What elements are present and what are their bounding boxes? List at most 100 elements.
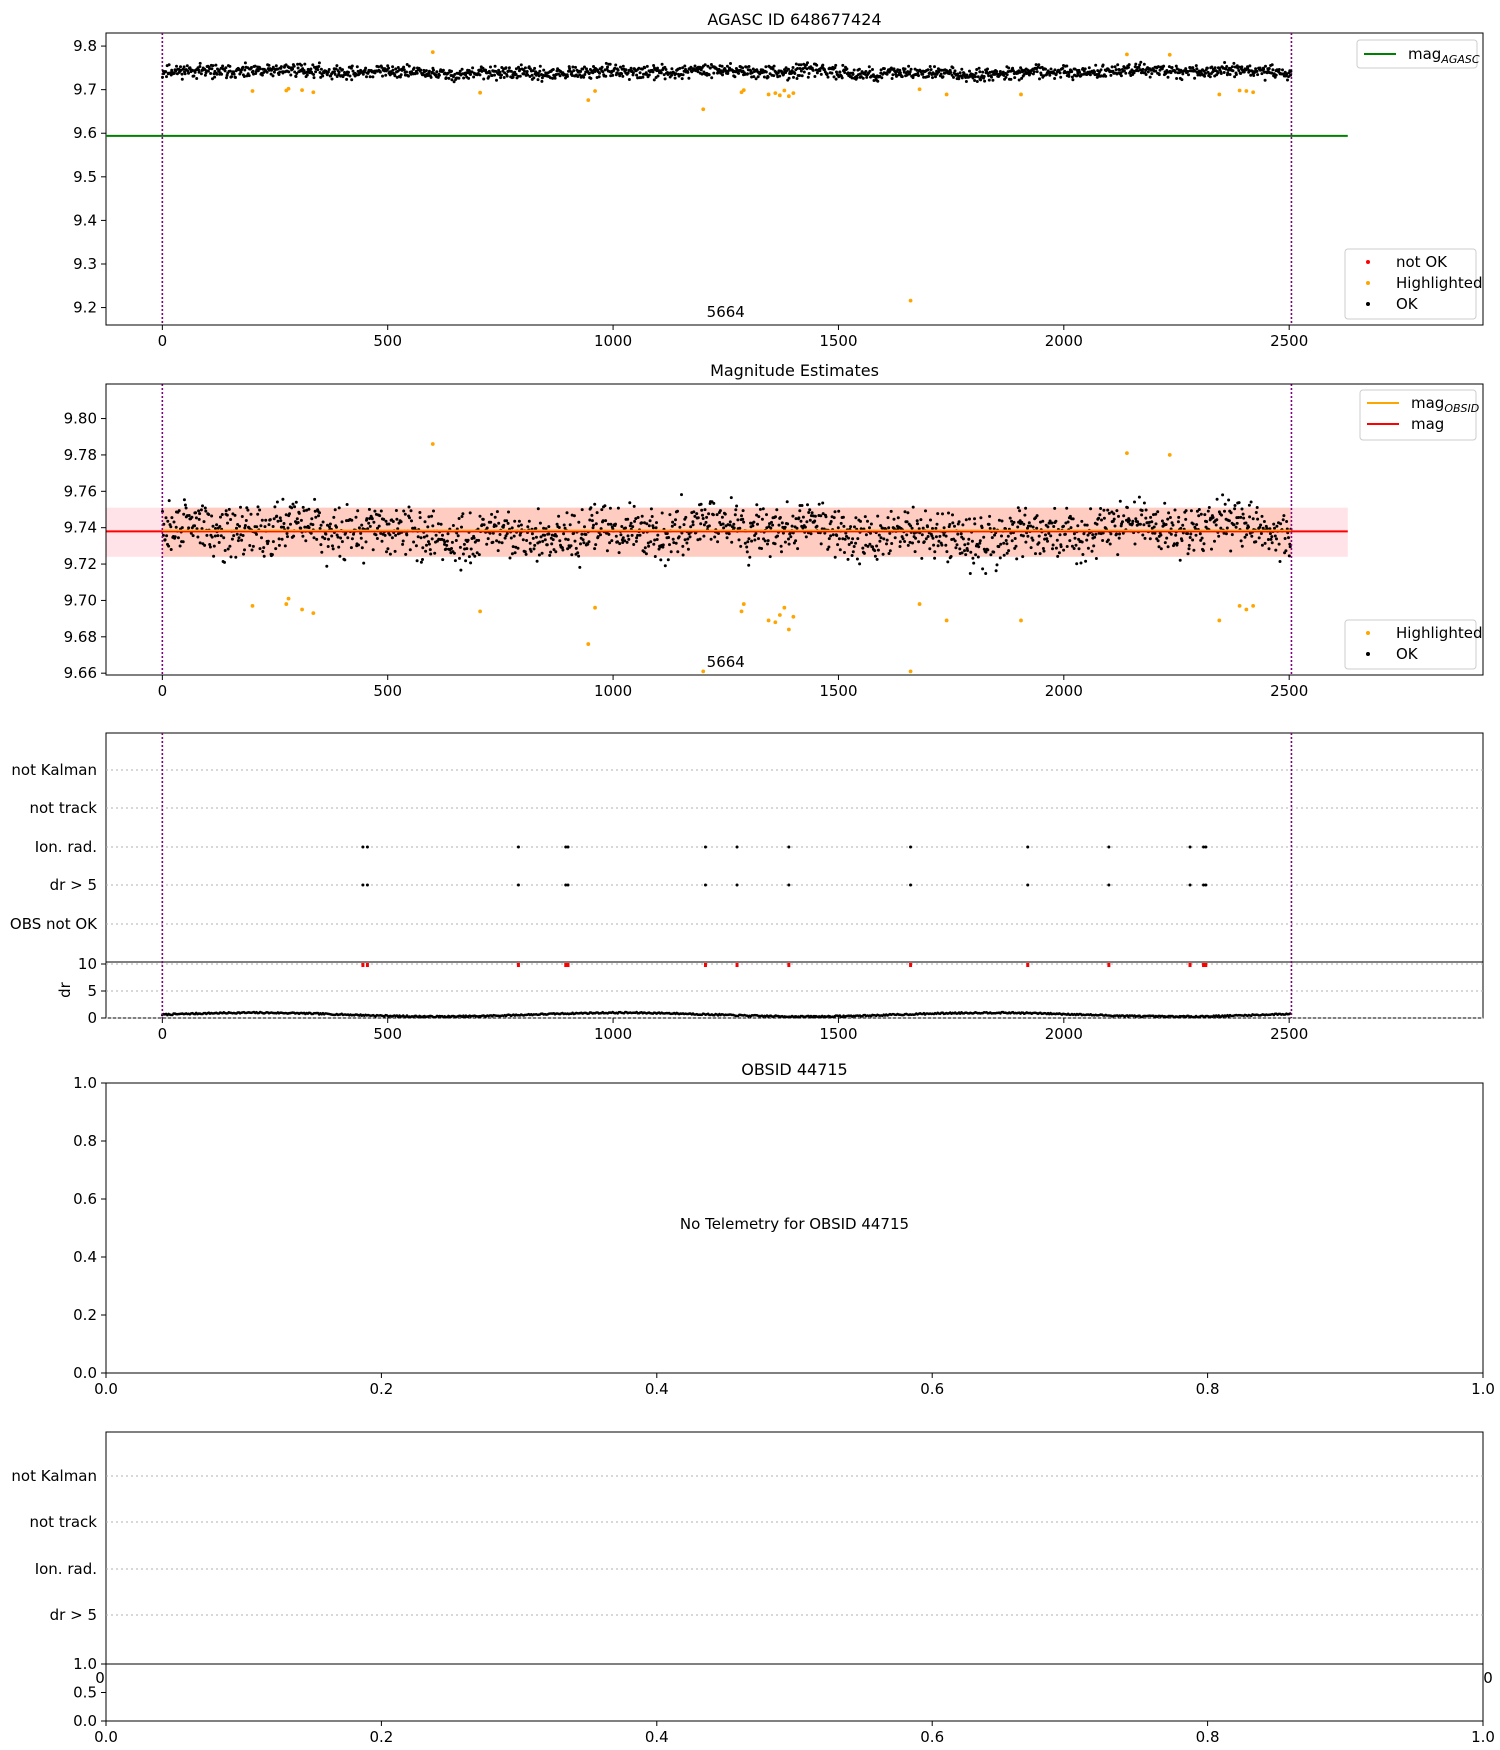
ok-point — [1113, 524, 1117, 528]
ok-point — [1181, 523, 1185, 527]
ok-point — [414, 544, 418, 548]
ok-point — [611, 73, 615, 77]
ok-point — [1037, 63, 1041, 67]
ok-point — [1264, 64, 1267, 68]
ok-point — [235, 532, 239, 536]
ok-point — [838, 548, 842, 552]
flag-category-label: not track — [29, 1513, 97, 1531]
ok-point — [210, 67, 214, 71]
ok-point — [766, 542, 769, 546]
ok-point — [502, 523, 506, 527]
ok-point — [966, 542, 970, 546]
ok-point — [1261, 526, 1265, 530]
ok-point — [734, 508, 738, 512]
ok-point — [1288, 542, 1292, 546]
ok-point — [598, 71, 601, 75]
ok-point — [1162, 64, 1166, 68]
ok-point — [527, 519, 531, 523]
ok-point — [843, 551, 846, 554]
ok-point — [485, 526, 489, 530]
ok-point — [1255, 506, 1259, 509]
ok-point — [852, 545, 856, 548]
ok-point — [836, 543, 840, 547]
ok-point — [1234, 525, 1238, 529]
ok-point — [836, 526, 840, 530]
ok-point — [855, 557, 859, 561]
ok-point — [931, 76, 934, 80]
ok-point — [1076, 524, 1080, 528]
ok-point — [832, 75, 836, 79]
ok-point — [572, 514, 576, 518]
ok-point — [613, 66, 617, 70]
y-tick-label: 9.6 — [73, 124, 97, 142]
ok-point — [391, 65, 395, 69]
ok-point — [1259, 523, 1263, 527]
ok-point — [869, 531, 872, 535]
ok-point — [708, 66, 712, 70]
ok-point — [525, 70, 529, 73]
ok-point — [1125, 506, 1129, 510]
ok-point — [652, 78, 656, 82]
ok-point — [651, 526, 655, 530]
ok-point — [279, 525, 283, 529]
highlighted-point — [300, 88, 304, 92]
ok-point — [665, 532, 669, 535]
ok-point — [637, 66, 641, 70]
ok-point — [1001, 70, 1005, 74]
ok-point — [287, 70, 291, 74]
ok-point — [225, 73, 229, 77]
ok-point — [1118, 532, 1121, 536]
ok-point — [1243, 535, 1247, 539]
ok-point — [1144, 73, 1148, 76]
ok-point — [458, 556, 461, 560]
ok-point — [1199, 512, 1203, 516]
ok-point — [1223, 502, 1227, 506]
ok-point — [942, 526, 946, 530]
ok-point — [988, 527, 992, 530]
ok-point — [386, 64, 390, 68]
ok-point — [1179, 526, 1183, 530]
ok-point — [1286, 78, 1289, 82]
x-tick-label: 1000 — [594, 1025, 632, 1043]
ok-point — [1022, 522, 1026, 526]
ok-point — [283, 544, 287, 548]
ok-point — [234, 76, 237, 79]
ok-point — [367, 521, 371, 525]
ok-point — [208, 545, 212, 549]
ok-point — [725, 64, 729, 68]
ok-point — [408, 516, 411, 520]
ok-point — [332, 515, 336, 519]
ok-point — [350, 518, 354, 522]
ok-point — [1257, 536, 1261, 540]
ok-point — [864, 70, 868, 73]
ok-point — [174, 525, 178, 529]
flag-event-point — [516, 845, 520, 849]
ok-point — [189, 531, 193, 535]
ok-point — [1229, 511, 1233, 515]
ok-point — [514, 67, 518, 71]
ok-point — [681, 73, 685, 77]
ok-point — [917, 527, 921, 531]
ok-point — [374, 533, 378, 537]
ok-point — [1106, 508, 1110, 512]
ok-point — [873, 554, 877, 558]
ok-point — [1233, 75, 1237, 79]
ok-point — [987, 522, 991, 526]
ok-point — [663, 77, 667, 81]
ok-point — [214, 527, 217, 530]
ok-point — [529, 549, 533, 553]
ok-point — [1249, 500, 1253, 504]
ok-point — [954, 546, 958, 550]
ok-point — [1154, 69, 1158, 73]
ok-point — [799, 69, 803, 73]
ok-point — [1281, 518, 1285, 522]
ok-point — [294, 500, 298, 504]
ok-point — [212, 544, 216, 548]
ok-point — [183, 72, 187, 76]
ok-point — [527, 65, 531, 69]
ok-point — [1067, 74, 1071, 78]
ok-point — [335, 64, 339, 68]
ok-point — [888, 531, 892, 535]
ok-point — [1054, 546, 1058, 550]
ok-point — [663, 564, 667, 568]
